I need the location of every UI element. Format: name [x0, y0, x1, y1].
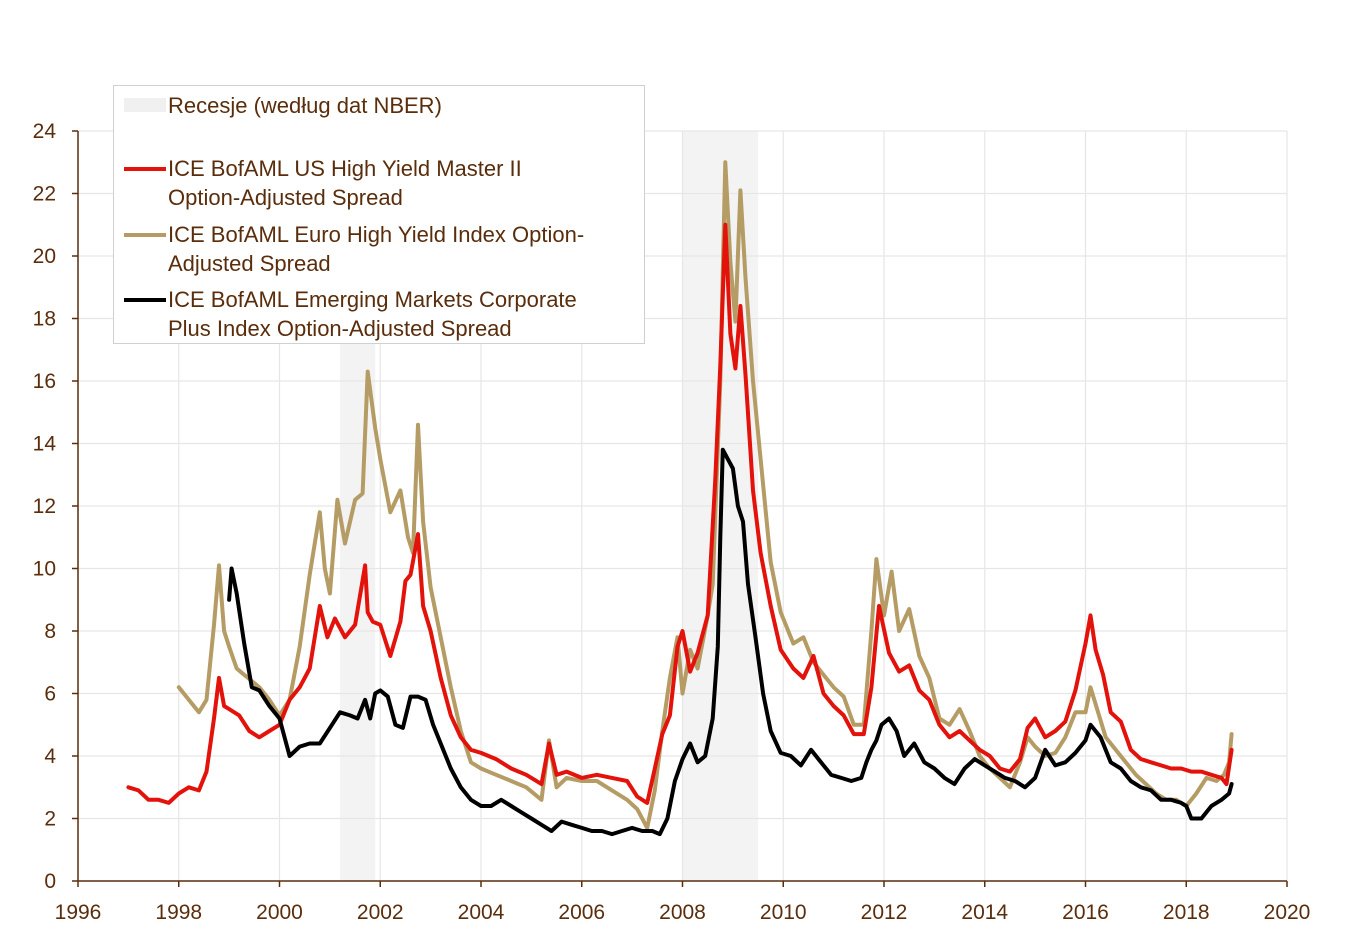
chart-series	[126, 160, 1234, 837]
legend-label-emerging-markets-line1: ICE BofAML Emerging Markets Corporate	[168, 287, 577, 312]
y-tick-label: 2	[44, 808, 56, 831]
x-tick-label: 1998	[155, 901, 202, 924]
x-tick-label: 2006	[558, 901, 605, 924]
y-tick-label: 8	[44, 620, 56, 643]
legend-entry-recessions: Recesje (według dat NBER)	[114, 90, 646, 120]
y-tick-label: 12	[33, 495, 56, 518]
legend-label-euro-high-yield-line2: Adjusted Spread	[168, 251, 331, 276]
x-tick-label: 2014	[961, 901, 1008, 924]
x-tick-label: 2004	[458, 901, 505, 924]
legend-label-us-high-yield-line2: Option-Adjusted Spread	[168, 185, 403, 210]
us-high-yield-swatch	[124, 167, 166, 171]
y-tick-label: 10	[33, 558, 56, 581]
legend-label-euro-high-yield-line1: ICE BofAML Euro High Yield Index Option-	[168, 222, 585, 247]
chart-legend: Recesje (według dat NBER) ICE BofAML US …	[113, 85, 645, 344]
series-line-us-high-yield	[126, 222, 1234, 805]
euro-high-yield-swatch	[124, 233, 166, 237]
x-tick-label: 1996	[55, 901, 102, 924]
y-tick-label: 18	[33, 308, 56, 331]
x-tick-label: 2020	[1264, 901, 1311, 924]
x-tick-label: 2018	[1163, 901, 1210, 924]
x-tick-label: 2016	[1062, 901, 1109, 924]
recession-swatch	[124, 98, 166, 112]
legend-label-emerging-markets-line2: Plus Index Option-Adjusted Spread	[168, 316, 512, 341]
y-tick-label: 24	[33, 120, 57, 143]
chart-grid	[78, 130, 1288, 881]
x-tick-label: 2002	[357, 901, 404, 924]
legend-label-us-high-yield-line1: ICE BofAML US High Yield Master II	[168, 156, 522, 181]
y-tick-label: 20	[33, 245, 56, 268]
legend-entry-emerging-markets: ICE BofAML Emerging Markets Corporate Pl…	[114, 285, 646, 345]
y-tick-label: 22	[33, 183, 56, 206]
emerging-markets-swatch	[124, 298, 166, 302]
x-tick-label: 2000	[256, 901, 303, 924]
legend-label-recessions: Recesje (według dat NBER)	[168, 93, 442, 118]
y-tick-label: 16	[33, 370, 56, 393]
x-tick-label: 2010	[760, 901, 807, 924]
x-tick-label: 2012	[861, 901, 908, 924]
y-tick-label: 0	[44, 870, 56, 893]
y-tick-label: 6	[44, 683, 56, 706]
legend-entry-us-high-yield: ICE BofAML US High Yield Master II Optio…	[114, 154, 646, 214]
y-tick-label: 4	[44, 745, 56, 768]
y-tick-label: 14	[33, 433, 57, 456]
legend-entry-euro-high-yield: ICE BofAML Euro High Yield Index Option-…	[114, 220, 646, 280]
x-tick-label: 2008	[659, 901, 706, 924]
series-line-emerging-markets	[227, 447, 1234, 837]
